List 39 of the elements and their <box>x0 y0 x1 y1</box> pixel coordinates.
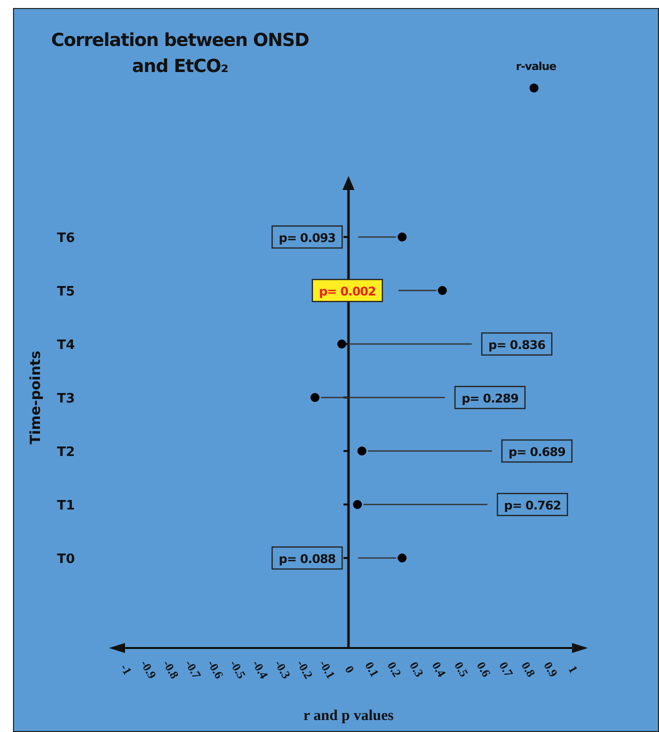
x-tick-label: 1 <box>566 663 581 676</box>
x-tick-label: 0 <box>342 663 358 676</box>
y-tick-label: T4 <box>57 338 75 353</box>
y-axis-title: Time-points <box>28 350 44 444</box>
annotation: p= 0.088 <box>278 552 336 566</box>
legend: r-value <box>516 60 556 92</box>
x-tick-label: -0.3 <box>272 658 294 682</box>
annotation: p= 0.689 <box>508 445 566 459</box>
x-axis-title: r and p values <box>303 708 394 724</box>
y-tick-label: T6 <box>57 231 75 246</box>
y-tick-label: T1 <box>57 498 75 514</box>
x-tick-label: 0.9 <box>540 659 561 680</box>
x-tick-label: 0.3 <box>406 659 426 680</box>
y-tick-label: T5 <box>57 284 75 300</box>
x-tick-label: 0.6 <box>474 659 494 680</box>
x-tick-label: -0.2 <box>294 658 316 682</box>
x-tick-label: 0.5 <box>452 659 472 680</box>
x-tick-label: 0.1 <box>362 659 382 680</box>
x-tick-label: -0.1 <box>316 658 338 682</box>
x-tick-label: -1 <box>118 662 135 678</box>
annotation: p= 0.093 <box>278 231 336 245</box>
x-tick-label: -0.6 <box>204 658 226 682</box>
y-tick-label: T0 <box>57 552 75 567</box>
x-tick-label: 0.8 <box>518 659 538 680</box>
chart-title: Correlation between ONSD and EtCO₂ <box>51 30 309 77</box>
x-tick-label: -0.7 <box>182 658 204 682</box>
x-tick-label: 0.7 <box>496 659 516 680</box>
annotation: p= 0.289 <box>462 392 519 406</box>
x-tick-label: -0.8 <box>160 658 182 682</box>
x-tick-label: 0.2 <box>384 659 404 680</box>
x-tick-label: -0.5 <box>227 658 249 682</box>
annotation: p= 0.002 <box>318 284 376 298</box>
y-tick-label: T3 <box>57 392 75 406</box>
x-tick-label: -0.4 <box>249 658 271 682</box>
x-tick-label: -0.9 <box>138 658 160 682</box>
y-tick-label: T2 <box>57 445 75 460</box>
annotation: p= 0.762 <box>504 498 561 512</box>
annotation: p= 0.836 <box>488 338 546 352</box>
x-tick-label: 0.4 <box>429 659 449 680</box>
